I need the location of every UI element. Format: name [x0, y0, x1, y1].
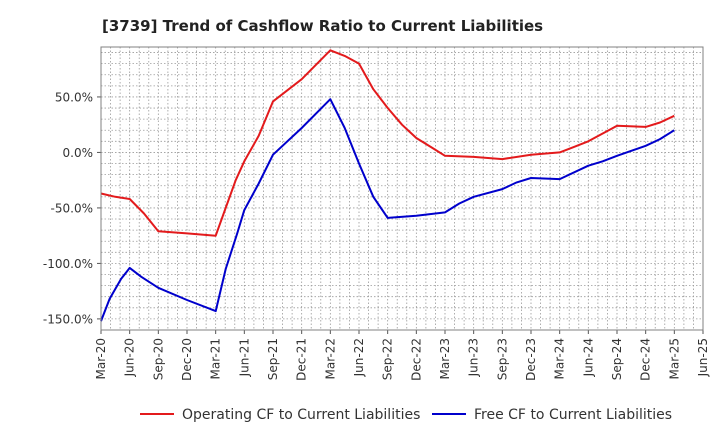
x-tick-label: Jun-21 — [237, 338, 251, 377]
x-tick-label: Sep-20 — [151, 338, 165, 380]
x-tick-label: Dec-20 — [180, 338, 194, 381]
y-tick-label: -50.0% — [51, 201, 93, 215]
x-tick-label: Dec-22 — [409, 338, 423, 381]
y-tick-label: 50.0% — [55, 90, 93, 104]
series-line-2 — [100, 98, 675, 322]
y-tick-label: 0.0% — [63, 146, 94, 160]
plot-frame — [100, 46, 704, 331]
y-axis-ticks: 50.0% 0.0% -50.0% -100.0% -150.0% — [43, 90, 101, 326]
legend: Operating CF to Current Liabilities Free … — [140, 407, 672, 423]
x-tick-label: Sep-21 — [266, 338, 280, 380]
grid-lines — [100, 47, 704, 330]
x-tick-label: Jun-24 — [581, 338, 595, 377]
x-tick-label: Jun-23 — [467, 338, 481, 377]
x-tick-label: Mar-24 — [553, 338, 567, 379]
x-tick-label: Sep-24 — [610, 338, 624, 380]
series-line-1 — [100, 49, 675, 237]
x-tick-label: Mar-25 — [667, 338, 681, 379]
chart-title: [3739] Trend of Cashflow Ratio to Curren… — [102, 17, 543, 35]
x-tick-label: Mar-22 — [323, 338, 337, 379]
legend-label-2: Free CF to Current Liabilities — [474, 407, 672, 423]
x-tick-label: Jun-20 — [123, 338, 137, 377]
x-tick-label: Jun-22 — [352, 338, 366, 377]
y-tick-label: -100.0% — [43, 257, 93, 271]
legend-label-1: Operating CF to Current Liabilities — [182, 407, 420, 423]
y-tick-label: -150.0% — [43, 312, 93, 326]
series-lines — [100, 49, 675, 322]
x-tick-label: Mar-21 — [209, 338, 223, 379]
x-tick-label: Dec-21 — [295, 338, 309, 381]
x-tick-label: Sep-22 — [381, 338, 395, 380]
x-tick-label: Sep-23 — [495, 338, 509, 380]
x-tick-label: Mar-20 — [94, 338, 108, 379]
x-tick-label: Jun-25 — [696, 338, 710, 377]
x-tick-label: Dec-23 — [524, 338, 538, 381]
x-axis-ticks: Mar-20 Jun-20 Sep-20 Dec-20 Mar-21 Jun-21 Sep-… — [94, 330, 710, 381]
x-tick-label: Dec-24 — [639, 338, 653, 381]
x-tick-label: Mar-23 — [438, 338, 452, 379]
